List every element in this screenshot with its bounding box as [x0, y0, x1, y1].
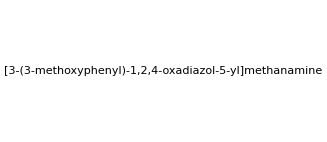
Text: [3-(3-methoxyphenyl)-1,2,4-oxadiazol-5-yl]methanamine: [3-(3-methoxyphenyl)-1,2,4-oxadiazol-5-y…	[4, 66, 323, 76]
